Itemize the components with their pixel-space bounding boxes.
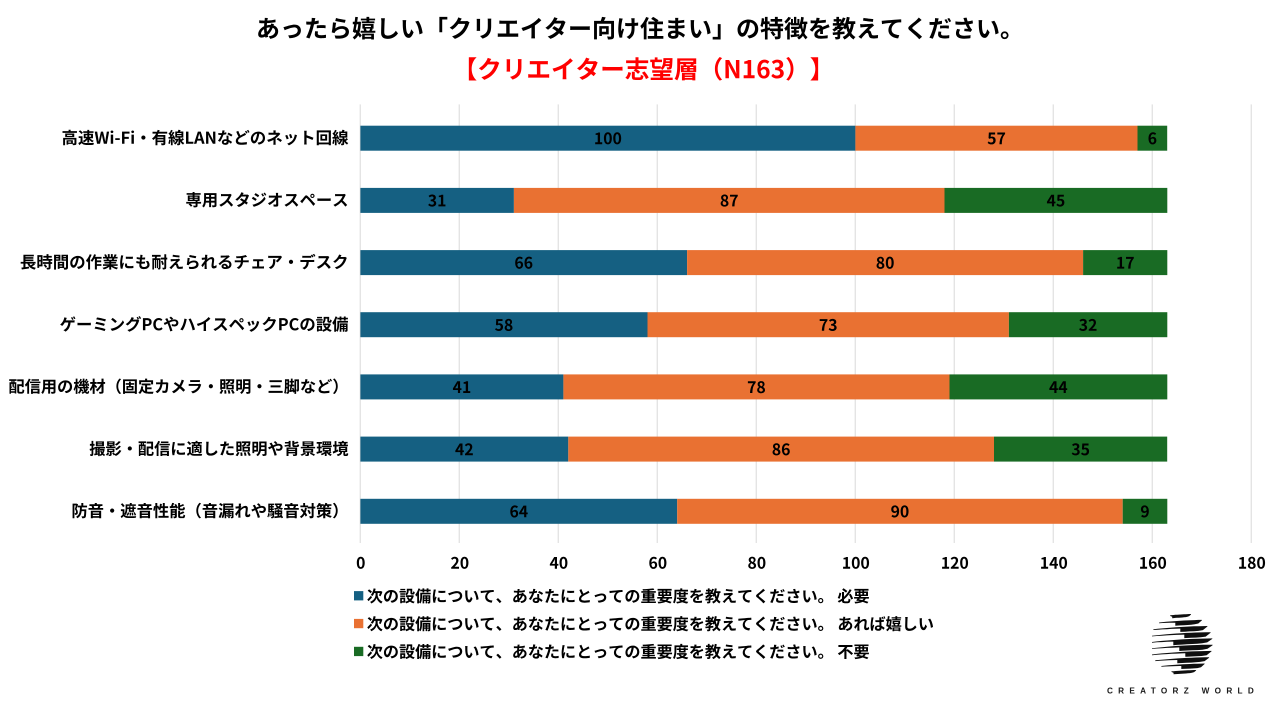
svg-text:CREATORZ WORLD: CREATORZ WORLD: [1107, 687, 1259, 696]
